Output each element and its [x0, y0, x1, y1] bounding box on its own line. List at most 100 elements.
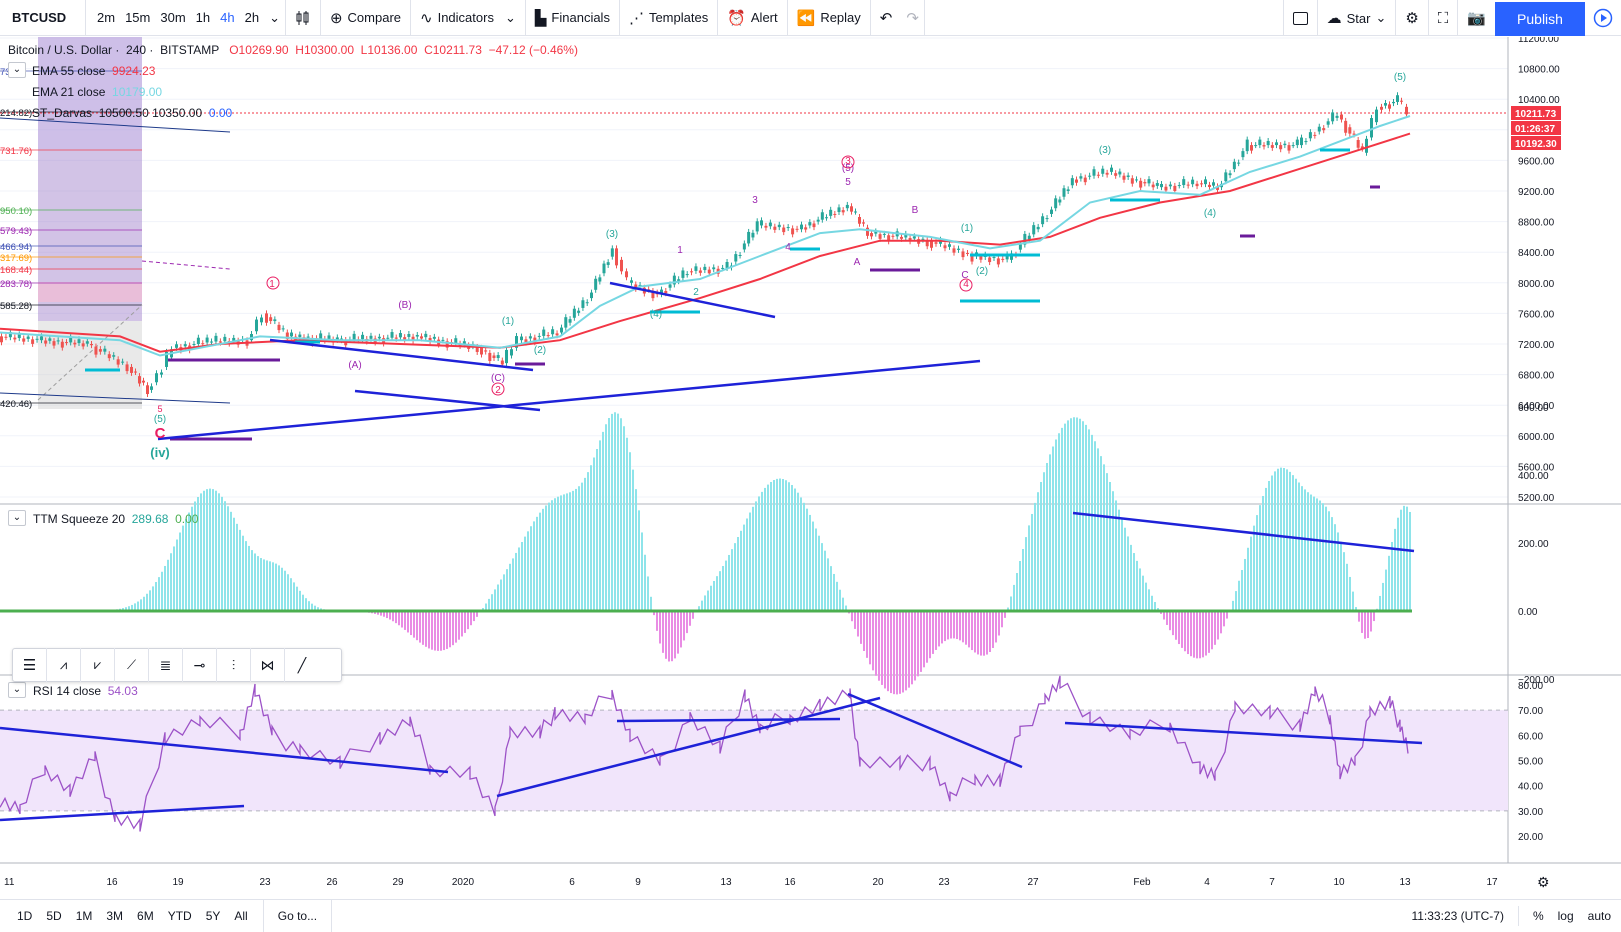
candle: [602, 263, 606, 274]
time-axis-label: 19: [172, 877, 184, 888]
indicators-button[interactable]: ∿ Indicators ⌄: [410, 0, 525, 36]
candle: [952, 248, 956, 253]
tool-path[interactable]: ⟋: [115, 648, 149, 682]
log-toggle[interactable]: log: [1557, 909, 1574, 923]
timeframe-30m[interactable]: 30m: [160, 10, 186, 25]
candle: [660, 289, 663, 295]
wave-label: C: [961, 270, 968, 281]
percent-toggle[interactable]: %: [1532, 909, 1544, 923]
timeframe-dropdown[interactable]: ⌄: [264, 0, 285, 36]
range-1m[interactable]: 1M: [75, 908, 93, 923]
range-5y[interactable]: 5Y: [205, 908, 221, 923]
ema21-legend: EMA 21 close 10179.00: [32, 85, 162, 99]
undo-button[interactable]: ↶: [869, 0, 902, 36]
candle: [1018, 244, 1022, 250]
goto-button[interactable]: Go to...: [262, 899, 333, 932]
tool-abc-pattern[interactable]: ⩘: [47, 648, 81, 682]
candle: [44, 340, 48, 344]
candle: [155, 373, 158, 383]
candle: [777, 224, 781, 228]
candle: [638, 284, 642, 287]
range-6m[interactable]: 6M: [137, 908, 154, 923]
candle: [812, 223, 816, 228]
range-3m[interactable]: 3M: [106, 908, 124, 923]
star-layout-button[interactable]: ☁ Star ⌄: [1316, 0, 1396, 36]
time-axis-label: 16: [784, 877, 796, 888]
legend-title: Bitcoin / U.S. Dollar: [8, 43, 113, 57]
play-button[interactable]: [1585, 1, 1621, 35]
timeframe-2m[interactable]: 2m: [97, 10, 116, 25]
candle: [1228, 173, 1232, 176]
darvas-values: 10500.50 10350.00: [98, 106, 203, 120]
candle: [804, 227, 808, 230]
alert-button[interactable]: ⏰ Alert: [717, 0, 786, 36]
clock[interactable]: 11:33:23 (UTC-7): [1411, 909, 1504, 923]
tool-fib[interactable]: ≣: [149, 648, 183, 682]
candle: [930, 240, 933, 248]
timeframe-2h[interactable]: 2h: [244, 10, 260, 25]
range-all[interactable]: All: [234, 908, 248, 923]
candle: [546, 335, 550, 337]
tool-xabcd[interactable]: ⋈: [251, 648, 285, 682]
compare-button[interactable]: ⊕ Compare: [319, 0, 410, 36]
candle: [1164, 186, 1168, 191]
wave-label: 2: [693, 287, 699, 298]
range-5d[interactable]: 5D: [46, 908, 62, 923]
time-axis-label: 13: [720, 877, 732, 888]
plus-circle-icon: ⊕: [329, 9, 343, 27]
trend-line: [157, 359, 981, 441]
tool-elliott-wave[interactable]: ⩗: [81, 648, 115, 682]
candle: [500, 360, 504, 365]
candle: [319, 333, 323, 339]
candle: [1139, 180, 1143, 188]
candle: [1147, 179, 1151, 184]
replay-button[interactable]: ⏪ Replay: [786, 0, 870, 36]
candle: [912, 236, 916, 239]
range-ytd[interactable]: YTD: [167, 908, 192, 923]
candle: [816, 219, 820, 222]
timeframe-1h[interactable]: 1h: [195, 10, 211, 25]
chart-type-button[interactable]: [284, 0, 320, 36]
candle: [1212, 182, 1215, 186]
time-axis-label: 16: [106, 877, 118, 888]
candle: [407, 333, 411, 337]
tool-horizontal-lines[interactable]: ☰: [13, 648, 47, 682]
candle: [165, 351, 168, 367]
tool-horizontal-ray[interactable]: ⊸: [183, 648, 217, 682]
chart-area[interactable]: 731.76) 950.10) 579.43) 466.94) 317.69) 168.4…: [0, 34, 1621, 899]
fullscreen-button[interactable]: ⛶: [1427, 0, 1458, 36]
candle: [1092, 169, 1096, 176]
time-axis-label: 2020: [452, 877, 475, 888]
publish-button[interactable]: Publish: [1495, 1, 1585, 36]
collapse-squeeze-button[interactable]: ⌄: [8, 510, 26, 526]
auto-toggle[interactable]: auto: [1587, 909, 1611, 923]
layout-button[interactable]: [1282, 0, 1317, 36]
tool-trend-line[interactable]: ╱: [285, 648, 319, 682]
templates-button[interactable]: ⋰ Templates: [618, 0, 717, 36]
rsi-scale-label: 70.00: [1518, 706, 1543, 717]
snapshot-button[interactable]: 📷: [1457, 0, 1495, 36]
candle: [424, 333, 428, 338]
chart-canvas[interactable]: 731.76) 950.10) 579.43) 466.94)317.69)168.4…: [0, 34, 1621, 899]
financials-button[interactable]: ▙ Financials: [524, 0, 619, 36]
candle: [900, 236, 903, 239]
time-axis-label: 23: [938, 877, 950, 888]
candle: [1114, 173, 1118, 176]
candle: [560, 327, 563, 333]
timeframe-4h[interactable]: 4h: [220, 10, 235, 25]
candle: [515, 336, 518, 348]
candle: [480, 347, 483, 355]
candle: [630, 280, 633, 283]
tool-bars-pattern[interactable]: ⫶: [217, 648, 251, 682]
collapse-legend-button[interactable]: ⌄: [8, 62, 26, 78]
candle: [1300, 137, 1303, 146]
candle: [734, 254, 738, 262]
candle: [690, 271, 693, 273]
candle: [625, 271, 628, 278]
collapse-rsi-button[interactable]: ⌄: [8, 682, 26, 698]
symbol-search[interactable]: BTCUSD: [0, 0, 86, 36]
range-1d[interactable]: 1D: [17, 908, 33, 923]
redo-button[interactable]: ↷: [901, 0, 924, 36]
settings-button[interactable]: ⚙: [1395, 0, 1427, 36]
timeframe-15m[interactable]: 15m: [125, 10, 151, 25]
